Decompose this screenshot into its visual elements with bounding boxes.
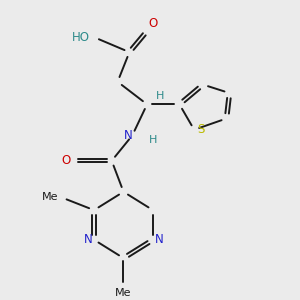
- Text: H: H: [156, 91, 164, 101]
- Text: N: N: [124, 129, 132, 142]
- Text: HO: HO: [72, 31, 90, 44]
- Text: S: S: [197, 123, 205, 136]
- Text: N: N: [84, 233, 93, 246]
- Text: H: H: [148, 136, 157, 146]
- Text: Me: Me: [42, 193, 59, 202]
- Text: N: N: [154, 233, 163, 246]
- Text: O: O: [61, 154, 70, 167]
- Text: O: O: [148, 16, 158, 30]
- Text: Me: Me: [115, 288, 132, 298]
